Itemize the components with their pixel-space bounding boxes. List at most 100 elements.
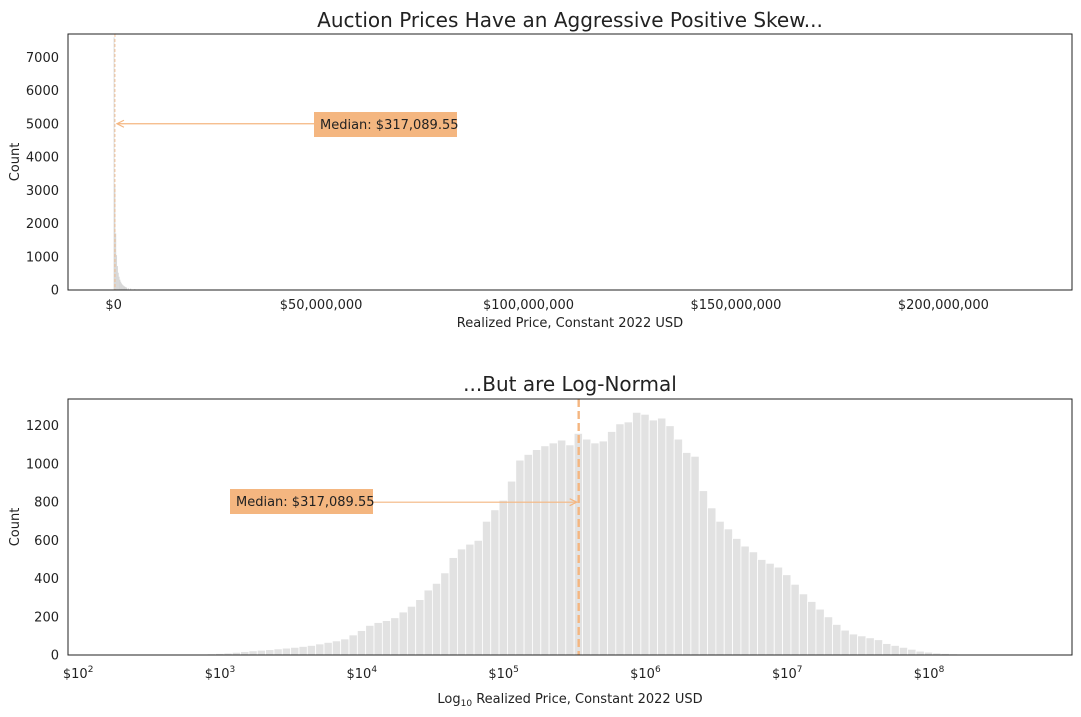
- bottom-bar: [381, 620, 392, 656]
- bottom-annotation-box: [230, 489, 373, 514]
- bottom-bar: [240, 651, 250, 656]
- top-bar: [119, 279, 121, 290]
- bottom-bar: [623, 421, 633, 656]
- top-bar: [125, 287, 127, 290]
- bottom-bar: [431, 582, 442, 656]
- top-histogram-bars: [113, 37, 157, 290]
- bottom-bar: [457, 548, 467, 656]
- top-bar: [123, 286, 125, 290]
- bottom-bar: [690, 455, 700, 656]
- bottom-bar: [765, 562, 775, 656]
- bottom-bar: [598, 440, 608, 656]
- bottom-annotation-arrowhead: [569, 498, 579, 507]
- bottom-x-tick-label: $106: [630, 665, 661, 682]
- bottom-annotation-text: Median: $317,089.55: [236, 495, 375, 510]
- top-bar: [126, 287, 127, 290]
- bottom-bar: [890, 645, 900, 656]
- bottom-bar: [306, 645, 317, 656]
- bottom-bar: [615, 423, 625, 656]
- bottom-bar: [732, 538, 742, 656]
- bottom-bar: [398, 611, 408, 656]
- top-annotation-arrowhead: [115, 119, 125, 128]
- bottom-bar: [348, 634, 358, 656]
- bottom-bar: [648, 419, 658, 656]
- bottom-bar: [790, 583, 800, 656]
- bottom-bar: [873, 639, 884, 656]
- bottom-y-tick-label: 400: [34, 572, 59, 587]
- bottom-bar: [823, 616, 834, 656]
- bottom-bar: [865, 637, 875, 656]
- top-y-tick-label: 2000: [26, 217, 59, 232]
- bottom-bar: [540, 445, 550, 656]
- top-y-tick-label: 1000: [26, 250, 59, 265]
- bottom-x-axis-label: Log10 Realized Price, Constant 2022 USD: [437, 692, 702, 709]
- bottom-bar: [773, 566, 783, 656]
- bottom-bar: [707, 507, 717, 656]
- bottom-bar: [665, 425, 675, 656]
- bottom-bar: [498, 499, 508, 656]
- top-bar: [127, 288, 129, 290]
- top-bar: [121, 283, 123, 290]
- bottom-bar: [607, 431, 617, 656]
- bottom-bar: [840, 629, 850, 656]
- bottom-x-tick-label: $105: [488, 665, 519, 682]
- bottom-y-tick-label: 0: [51, 649, 59, 664]
- top-plot-frame: [67, 33, 1073, 291]
- bottom-plot-frame: [67, 398, 1073, 656]
- bottom-bar: [256, 649, 267, 656]
- bottom-bar: [356, 630, 367, 656]
- bottom-bar: [682, 452, 692, 656]
- bottom-bar: [331, 640, 342, 656]
- bottom-bar: [907, 648, 917, 656]
- bottom-y-tick-label: 1200: [26, 419, 59, 434]
- bottom-bar: [557, 439, 567, 656]
- bottom-y-tick-label: 800: [34, 496, 59, 511]
- bottom-bar: [898, 646, 909, 656]
- top-y-tick-label: 5000: [26, 117, 59, 132]
- top-median-annotation: Median: $317,089.55: [115, 112, 459, 137]
- top-bar: [113, 37, 115, 290]
- top-x-tick-label: $0: [105, 298, 122, 313]
- bottom-bar: [748, 551, 758, 656]
- bottom-x-tick-label: $103: [205, 665, 236, 682]
- top-bar: [121, 284, 123, 290]
- bottom-bar: [323, 641, 333, 656]
- bottom-bar: [723, 528, 733, 656]
- bottom-x-tick-label: $108: [914, 665, 945, 682]
- top-y-tick-label: 0: [51, 284, 59, 299]
- bottom-y-tick-label: 1000: [26, 457, 59, 472]
- bottom-bar: [507, 480, 517, 656]
- top-x-tick-label: $100,000,000: [483, 298, 574, 313]
- bottom-bar: [448, 557, 458, 656]
- top-bar: [120, 281, 122, 290]
- bottom-bar: [490, 509, 500, 656]
- top-bar: [122, 285, 124, 290]
- bottom-bar: [640, 413, 650, 656]
- bottom-x-tick-label: $102: [63, 665, 94, 682]
- top-y-axis-label: Count: [8, 143, 23, 182]
- bottom-bar: [698, 490, 708, 656]
- bottom-y-ticks: 0 200 400 600 800 1000 1200: [26, 419, 59, 663]
- top-bar: [116, 255, 118, 290]
- top-y-ticks: 0 1000 2000 3000 4000 5000 6000 7000: [26, 51, 59, 299]
- top-x-tick-label: $200,000,000: [898, 298, 989, 313]
- bottom-bar: [281, 647, 292, 656]
- bottom-bar: [832, 624, 842, 656]
- bottom-bar: [915, 650, 925, 656]
- top-bar: [124, 286, 126, 290]
- bottom-bar: [406, 605, 417, 656]
- bottom-bar: [782, 574, 792, 656]
- bottom-bar: [415, 599, 425, 656]
- top-chart-title: Auction Prices Have an Aggressive Positi…: [317, 8, 823, 32]
- bottom-y-tick-label: 200: [34, 610, 59, 625]
- bottom-y-tick-label: 600: [34, 534, 59, 549]
- bottom-bar: [882, 643, 892, 656]
- bottom-bar: [465, 543, 475, 656]
- bottom-bar: [798, 593, 809, 656]
- bottom-bar: [482, 520, 492, 656]
- bottom-y-axis-label: Count: [8, 508, 23, 547]
- bottom-bar: [532, 449, 542, 656]
- top-bar: [116, 266, 118, 290]
- bottom-bar: [290, 646, 300, 656]
- top-panel: Auction Prices Have an Aggressive Positi…: [8, 8, 1073, 331]
